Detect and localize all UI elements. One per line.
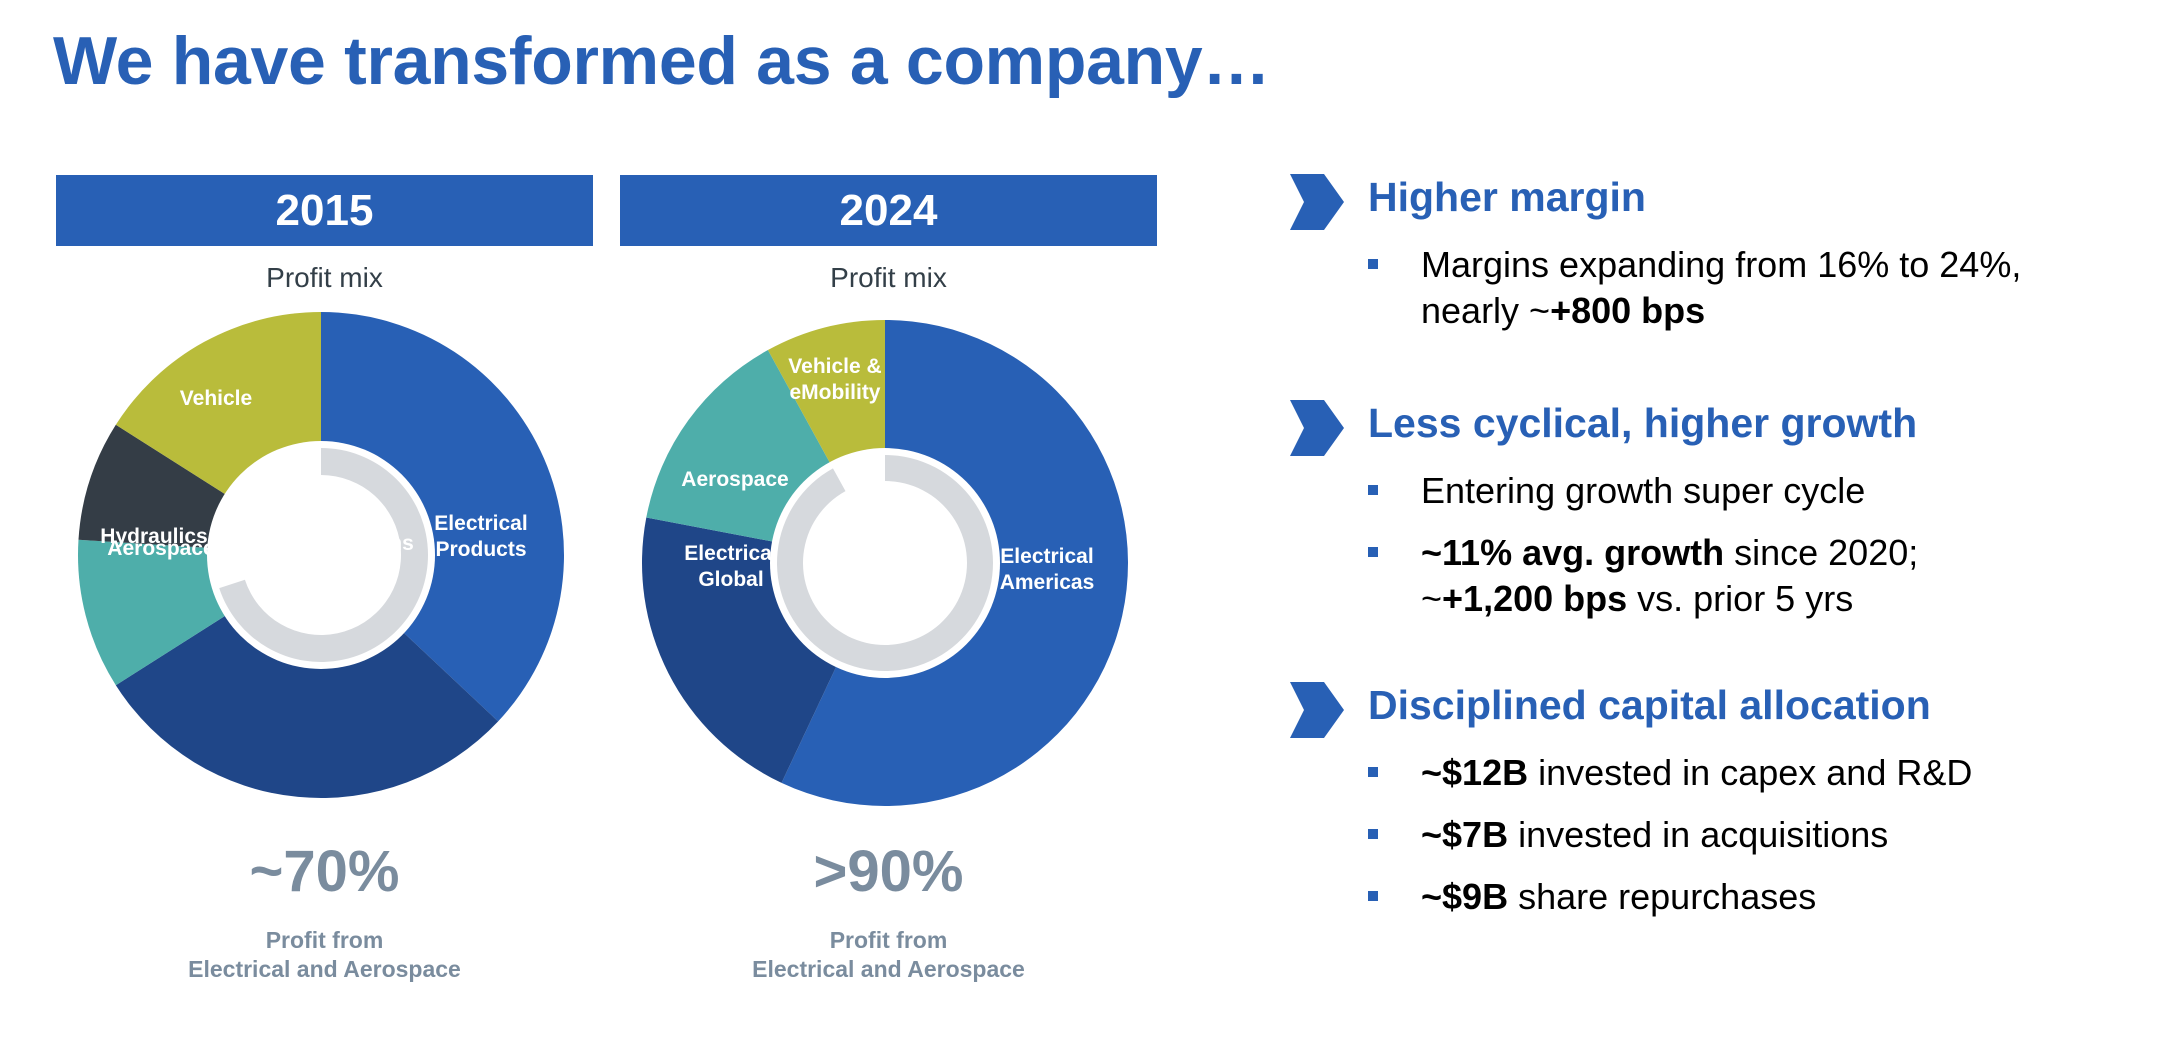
highlight-title: Disciplined capital allocation [1368,682,1931,728]
bullet-square-icon [1368,259,1378,269]
bullet-text-line: ~$7B invested in acquisitions [1421,812,1888,858]
slice-label: Hydraulics [100,525,207,548]
profit-caption-line1: Profit from [265,927,384,953]
chevron-icon [1290,174,1344,230]
bullet-emphasis: +1,200 bps [1442,578,1628,619]
bullet-text-line: ~+1,200 bps vs. prior 5 yrs [1421,576,1918,622]
bullet-emphasis: ~$12B [1421,752,1529,793]
slice-label: Aerospace [107,537,214,560]
profit-share-2024: >90% [813,839,964,904]
slice-label: Electrical Global [684,542,777,591]
profit-caption-line1: Profit from [829,927,948,953]
bullet-text-line: ~$12B invested in capex and R&D [1421,750,1972,796]
bullet-text-line: nearly ~+800 bps [1421,288,2021,334]
pie-slice-electrical-products [321,312,564,722]
highlight-title: Less cyclical, higher growth [1368,400,1918,446]
profit-caption-line2: Electrical and Aerospace [188,956,461,982]
bullet-emphasis: ~$7B [1421,814,1509,855]
bullet-text: invested in acquisitions [1508,814,1889,855]
profit-share-2015: ~70% [249,839,400,904]
bullet-text: vs. prior 5 yrs [1627,578,1854,619]
slice-label: Electrical Systems and Services [228,532,414,581]
donut-hole [770,448,1000,678]
bullet-square-icon [1368,767,1378,777]
bullet-emphasis: +800 bps [1550,290,1706,331]
bullet-emphasis: ~$9B [1421,876,1509,917]
bullet-square-icon [1368,829,1378,839]
bullet-square-icon [1368,547,1378,557]
slice-label: Vehicle & eMobility [788,355,881,404]
bullet-text-line: ~$9B share repurchases [1421,874,1816,920]
profit-caption-line2: Electrical and Aerospace [752,956,1025,982]
bullet-text: nearly ~ [1421,290,1551,331]
bullet-square-icon [1368,485,1378,495]
donut-chart-2015: Electrical Products Electrical Systems and … [78,312,564,798]
slice-label: Electrical Americas [1000,545,1095,594]
bullet-text: Entering growth super cycle [1421,470,1866,511]
bullet-text: ~ [1421,578,1443,619]
bullet-text-line: Margins expanding from 16% to 24%, [1421,242,2021,288]
pie-slice-electrical-systems-and-services [115,555,499,798]
profit-caption-2024: Profit from Electrical and Aerospace [620,926,1157,984]
chevron-icon [1290,400,1344,456]
year-header-2024: 2024 [620,175,1157,246]
highlight-title: Higher margin [1368,174,1646,220]
bullet-square-icon [1368,891,1378,901]
bullet-emphasis: ~11% avg. growth [1421,532,1725,573]
slice-label: Aerospace [681,468,788,491]
profit-mix-label-2015: Profit mix [266,262,383,293]
profit-caption-2015: Profit from Electrical and Aerospace [56,926,593,984]
donut-chart-2024: Electrical Americas Electrical Global Aerosp… [642,320,1128,806]
donut-hole [207,441,435,669]
bullet-text: Margins expanding from 16% to 24%, [1421,244,2022,285]
bullet-text-line: ~11% avg. growth since 2020; [1421,530,1918,576]
chevron-icon [1290,682,1344,738]
profit-mix-label-2024: Profit mix [830,262,947,293]
bullet-text: share repurchases [1508,876,1817,917]
slice-label: Vehicle [180,387,252,410]
bullet-text: invested in capex and R&D [1528,752,1973,793]
year-header-2015: 2015 [56,175,593,246]
bullet-text: since 2020; [1724,532,1919,573]
bullet-text-line: Entering growth super cycle [1421,468,1865,514]
slice-label: Electrical Products [434,512,527,561]
page-title: We have transformed as a company… [53,23,1271,99]
